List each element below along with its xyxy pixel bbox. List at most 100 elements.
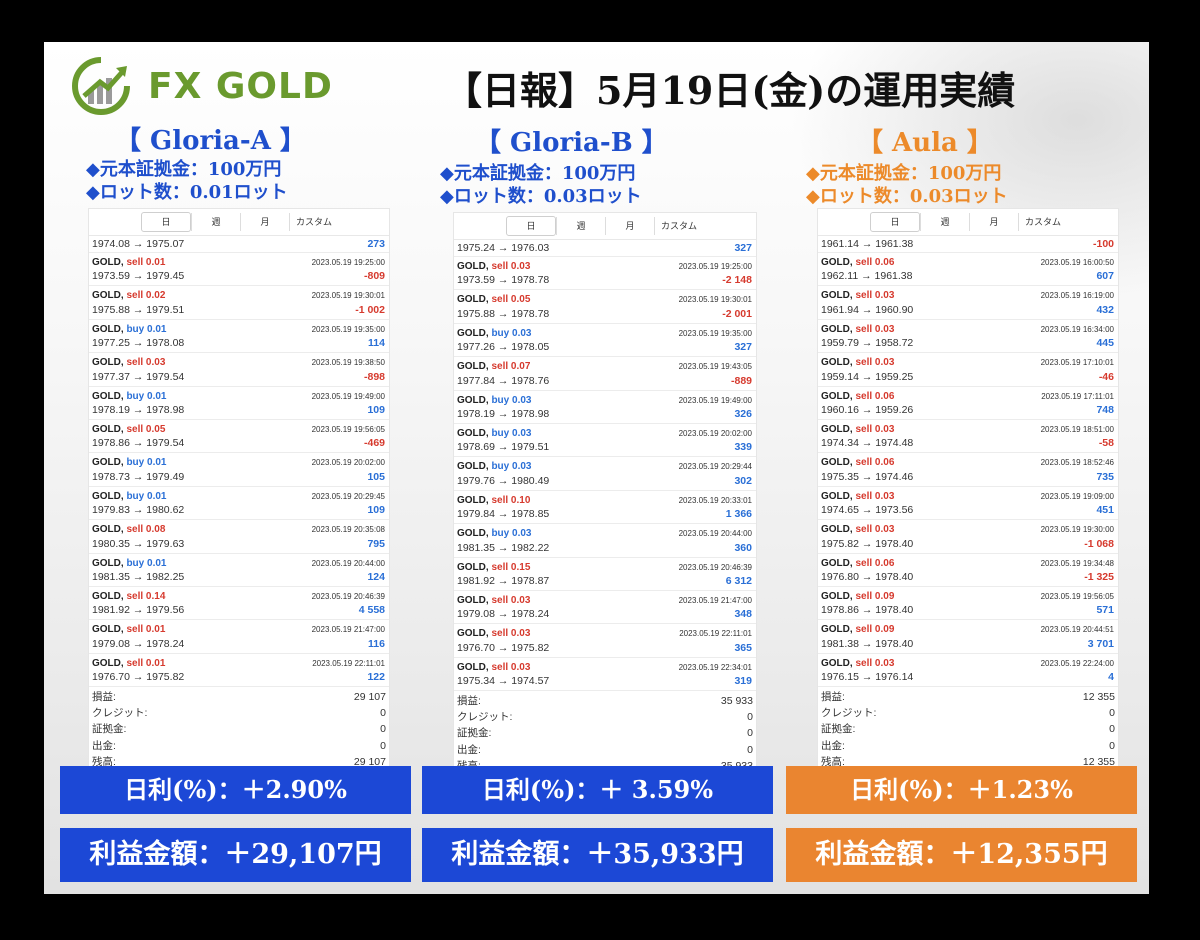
- trade-time: 2023.05.19 22:11:01: [679, 629, 752, 639]
- trade-row[interactable]: GOLD, sell 0.03 2023.05.19 22:11:01 1976.7…: [454, 624, 756, 658]
- tab-day[interactable]: 日: [870, 212, 920, 232]
- summary-label: 損益:: [821, 691, 845, 704]
- trade-row[interactable]: 1974.08 → 1975.07 273: [89, 236, 389, 253]
- trade-row[interactable]: GOLD, sell 0.09 2023.05.19 20:44:51 1981.3…: [818, 620, 1118, 654]
- trade-row[interactable]: GOLD, sell 0.03 2023.05.19 18:51:00 1974.3…: [818, 420, 1118, 454]
- trade-row[interactable]: 1961.14 → 1961.38 -100: [818, 236, 1118, 253]
- account-deposit: ◆元本証拠金：100万円: [806, 163, 1002, 184]
- trade-symbol: GOLD, sell 0.08: [92, 524, 166, 536]
- trade-row[interactable]: GOLD, buy 0.01 2023.05.19 19:35:00 1977.25…: [89, 320, 389, 354]
- trade-time: 2023.05.19 22:34:01: [678, 662, 752, 672]
- trade-row[interactable]: GOLD, sell 0.01 2023.05.19 22:11:01 1976.7…: [89, 654, 389, 688]
- trade-row[interactable]: GOLD, sell 0.15 2023.05.19 20:46:39 1981.9…: [454, 558, 756, 591]
- trade-prices: 1981.38 → 1978.40: [821, 637, 914, 650]
- trade-row[interactable]: GOLD, buy 0.01 2023.05.19 20:02:00 1978.73…: [89, 453, 389, 487]
- trade-symbol: GOLD, sell 0.09: [821, 590, 895, 602]
- tab-custom[interactable]: カスタム: [654, 217, 703, 235]
- trade-row[interactable]: GOLD, buy 0.01 2023.05.19 20:44:00 1981.35…: [89, 554, 389, 587]
- trade-row[interactable]: GOLD, sell 0.06 2023.05.19 17:11:01 1960.1…: [818, 387, 1118, 420]
- tab-week[interactable]: 週: [920, 213, 969, 231]
- trade-symbol: GOLD, sell 0.09: [821, 624, 895, 636]
- trade-time: 2023.05.19 21:47:00: [311, 625, 385, 635]
- trade-prices: 1960.16 → 1959.26: [821, 403, 914, 416]
- tab-month[interactable]: 月: [969, 213, 1018, 231]
- trade-row[interactable]: GOLD, buy 0.03 2023.05.19 20:29:44 1979.76…: [454, 457, 756, 491]
- trade-symbol: GOLD, sell 0.03: [821, 423, 895, 435]
- trade-profit: 122: [367, 671, 385, 684]
- summary-row: 出金: 0: [92, 738, 386, 754]
- trade-direction: sell 0.02: [126, 290, 166, 302]
- trade-row[interactable]: GOLD, sell 0.01 2023.05.19 19:25:00 1973.5…: [89, 253, 389, 287]
- trade-prices: 1976.80 → 1978.40: [821, 570, 914, 583]
- report-frame: FX GOLD 【日報】5月19日(金)の運用実績 【 Gloria-A 】 ◆元…: [44, 42, 1149, 894]
- trade-row[interactable]: GOLD, sell 0.09 2023.05.19 19:56:05 1978.8…: [818, 587, 1118, 621]
- trade-row[interactable]: GOLD, sell 0.03 2023.05.19 19:09:00 1974.6…: [818, 487, 1118, 521]
- trade-row[interactable]: GOLD, sell 0.06 2023.05.19 16:00:50 1962.1…: [818, 253, 1118, 287]
- tab-day[interactable]: 日: [506, 216, 556, 236]
- trade-row[interactable]: 1975.24 → 1976.03 327: [454, 240, 756, 257]
- trade-prices: 1975.88 → 1979.51: [92, 303, 185, 316]
- trade-direction: sell 0.06: [855, 390, 895, 402]
- summary-row: 損益: 12 355: [821, 689, 1115, 705]
- trade-row[interactable]: GOLD, sell 0.01 2023.05.19 21:47:00 1979.0…: [89, 620, 389, 654]
- trade-time: 2023.05.19 20:29:44: [678, 462, 752, 472]
- summary-row: 出金: 0: [821, 738, 1115, 754]
- tab-day[interactable]: 日: [141, 212, 191, 232]
- trade-time: 2023.05.19 20:46:39: [678, 562, 752, 572]
- trade-time: 2023.05.19 20:46:39: [311, 591, 385, 601]
- trade-row[interactable]: GOLD, sell 0.05 2023.05.19 19:30:01 1975.8…: [454, 290, 756, 324]
- trade-row[interactable]: GOLD, buy 0.01 2023.05.19 20:29:45 1979.83…: [89, 487, 389, 521]
- trade-row[interactable]: GOLD, sell 0.06 2023.05.19 19:34:48 1976.8…: [818, 554, 1118, 587]
- trade-row[interactable]: GOLD, sell 0.03 2023.05.19 19:38:50 1977.3…: [89, 353, 389, 387]
- trade-profit: 365: [734, 641, 752, 654]
- trade-row[interactable]: GOLD, sell 0.03 2023.05.19 17:10:01 1959.1…: [818, 353, 1118, 387]
- trade-row[interactable]: GOLD, sell 0.03 2023.05.19 16:34:00 1959.7…: [818, 320, 1118, 354]
- tab-custom[interactable]: カスタム: [289, 213, 338, 231]
- trade-prices: 1979.08 → 1978.24: [92, 637, 185, 650]
- trade-profit: 1 366: [725, 508, 752, 521]
- trade-row[interactable]: GOLD, sell 0.05 2023.05.19 19:56:05 1978.8…: [89, 420, 389, 454]
- trade-profit: 105: [367, 470, 385, 483]
- trade-row[interactable]: GOLD, buy 0.03 2023.05.19 19:49:00 1978.19…: [454, 391, 756, 424]
- trade-row[interactable]: GOLD, sell 0.10 2023.05.19 20:33:01 1979.8…: [454, 491, 756, 525]
- trade-row[interactable]: GOLD, sell 0.07 2023.05.19 19:43:05 1977.8…: [454, 357, 756, 391]
- trade-row[interactable]: GOLD, sell 0.03 2023.05.19 22:34:01 1975.3…: [454, 658, 756, 692]
- trade-row[interactable]: GOLD, sell 0.03 2023.05.19 22:24:00 1976.1…: [818, 654, 1118, 688]
- trade-row[interactable]: GOLD, sell 0.03 2023.05.19 19:25:00 1973.5…: [454, 257, 756, 291]
- trade-profit: 339: [734, 441, 752, 454]
- trade-row[interactable]: GOLD, sell 0.14 2023.05.19 20:46:39 1981.9…: [89, 587, 389, 621]
- trade-direction: sell 0.03: [491, 628, 531, 640]
- trade-row[interactable]: GOLD, sell 0.02 2023.05.19 19:30:01 1975.8…: [89, 286, 389, 320]
- trade-symbol: GOLD, sell 0.01: [92, 257, 166, 268]
- summary-row: 残高: 29 107: [92, 754, 386, 770]
- trade-profit: 607: [1096, 270, 1114, 283]
- trade-time: 2023.05.19 19:30:01: [311, 291, 385, 301]
- trade-row[interactable]: GOLD, sell 0.03 2023.05.19 21:47:00 1979.0…: [454, 591, 756, 625]
- trade-profit: -889: [730, 374, 752, 387]
- trade-row[interactable]: GOLD, buy 0.03 2023.05.19 20:02:00 1978.69…: [454, 424, 756, 458]
- trade-direction: sell 0.06: [855, 257, 895, 268]
- summary-value: 0: [380, 723, 386, 736]
- summary-value: 35 933: [720, 695, 753, 708]
- trade-profit: 432: [1096, 303, 1114, 316]
- trade-row[interactable]: GOLD, sell 0.03 2023.05.19 16:19:00 1961.9…: [818, 286, 1118, 320]
- trade-row[interactable]: GOLD, sell 0.08 2023.05.19 20:35:08 1980.3…: [89, 520, 389, 554]
- summary-label: 損益:: [457, 695, 481, 708]
- trade-time: 2023.05.19 19:49:00: [311, 391, 385, 401]
- history-panel: 日週月カスタム 1974.08 → 1975.07 273 GOLD, sell 0.…: [88, 208, 390, 772]
- tab-week[interactable]: 週: [191, 213, 240, 231]
- trade-row[interactable]: GOLD, buy 0.03 2023.05.19 20:44:00 1981.35…: [454, 524, 756, 558]
- trade-symbol: GOLD, sell 0.06: [821, 390, 895, 402]
- trade-row[interactable]: GOLD, buy 0.01 2023.05.19 19:49:00 1978.19…: [89, 387, 389, 420]
- trade-symbol: GOLD, sell 0.05: [457, 294, 531, 306]
- trade-time: 2023.05.19 20:44:51: [1040, 625, 1114, 635]
- tab-week[interactable]: 週: [556, 217, 605, 235]
- trade-row[interactable]: GOLD, buy 0.03 2023.05.19 19:35:00 1977.26…: [454, 324, 756, 358]
- tab-custom[interactable]: カスタム: [1018, 213, 1067, 231]
- trade-profit: 327: [734, 341, 752, 354]
- trade-time: 2023.05.19 19:30:00: [1040, 525, 1114, 535]
- tab-month[interactable]: 月: [605, 217, 654, 235]
- tab-month[interactable]: 月: [240, 213, 289, 231]
- trade-row[interactable]: GOLD, sell 0.03 2023.05.19 19:30:00 1975.8…: [818, 520, 1118, 554]
- trade-row[interactable]: GOLD, sell 0.06 2023.05.19 18:52:46 1975.3…: [818, 453, 1118, 487]
